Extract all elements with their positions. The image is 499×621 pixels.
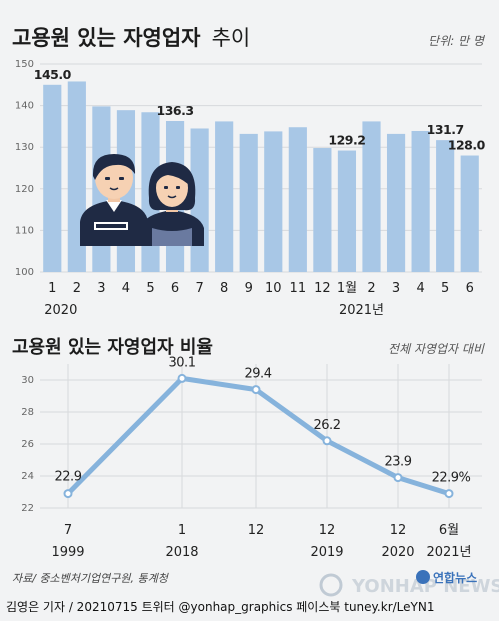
- line-point: [322, 436, 332, 446]
- two-workers-icon: [80, 154, 204, 246]
- footer-credit: 김영은 기자 / 20210715 트위터 @yonhap_graphics 페…: [6, 600, 434, 614]
- x-year-label: 2020: [44, 303, 77, 318]
- line-chart-points: [63, 373, 454, 499]
- line-chart-grid: [40, 364, 482, 509]
- x-tick-label: 6: [171, 281, 179, 296]
- x-tick-label: 1: [178, 523, 186, 538]
- bar: [43, 84, 62, 272]
- x-tick-label: 4: [122, 281, 130, 296]
- x-year-label: 2021년: [426, 545, 471, 560]
- bar: [239, 133, 258, 272]
- line-value-label: 26.2: [314, 418, 341, 433]
- y-tick-label: 30: [21, 375, 34, 386]
- yonhap-logo: YONHAP NEWS 연합뉴스: [319, 570, 499, 597]
- bar: [215, 121, 234, 273]
- line-point: [444, 489, 454, 499]
- line-value-label: 29.4: [245, 367, 272, 382]
- x-tick-label: 3: [97, 281, 105, 296]
- line-chart-value-labels: 22.9 30.1 29.4 26.2 23.9 22.9%: [55, 355, 472, 486]
- bar-chart-y-axis: 100 110 120 130 140 150: [15, 59, 34, 278]
- watermark-brand-en: YONHAP NEWS: [351, 576, 499, 597]
- line-value-label: 22.9: [55, 470, 82, 485]
- line-value-label: 30.1: [169, 355, 196, 370]
- line-point: [177, 373, 187, 383]
- bar-value-label: 136.3: [157, 103, 194, 118]
- x-tick-label: 7: [195, 281, 203, 296]
- y-tick-label: 110: [15, 225, 34, 236]
- x-tick-label: 12: [319, 523, 336, 538]
- bar: [288, 127, 307, 273]
- x-tick-label: 7: [64, 523, 72, 538]
- y-tick-label: 100: [15, 267, 34, 278]
- line-chart-x-axis: 7 1999 1 2018 12 12 2019 12 2020 6월 2021년: [51, 523, 471, 560]
- line-point: [63, 489, 73, 499]
- y-tick-label: 26: [21, 439, 34, 450]
- line-value-label: 23.9: [385, 455, 412, 470]
- bar: [460, 155, 479, 272]
- bar-value-label: 128.0: [448, 138, 486, 153]
- x-tick-label: 1월: [337, 281, 357, 296]
- x-tick-label: 12: [390, 523, 407, 538]
- x-tick-label: 9: [245, 281, 253, 296]
- watermark-brand-ko: 연합뉴스: [433, 570, 477, 585]
- x-year-label: 2019: [310, 545, 343, 560]
- bar: [436, 140, 455, 272]
- line-point: [251, 385, 261, 395]
- x-tick-label: 3: [392, 281, 400, 296]
- bar: [362, 121, 381, 273]
- source-note: 자료/ 중소벤처기업연구원, 통계청: [12, 572, 170, 585]
- x-tick-label: 2: [73, 281, 81, 296]
- y-tick-label: 28: [21, 407, 34, 418]
- x-tick-label: 1: [48, 281, 56, 296]
- bar: [264, 131, 283, 272]
- bar-value-label: 145.0: [34, 67, 72, 82]
- x-tick-label: 4: [416, 281, 424, 296]
- x-tick-label: 12: [314, 281, 331, 296]
- x-year-label: 1999: [51, 545, 84, 560]
- bar: [411, 130, 430, 272]
- x-year-label: 2020: [381, 545, 414, 560]
- line-chart-y-axis: 22 24 26 28 30: [21, 375, 34, 514]
- x-tick-label: 10: [265, 281, 282, 296]
- bar: [313, 148, 332, 272]
- x-tick-label: 6: [466, 281, 474, 296]
- line-point: [393, 473, 403, 483]
- bar-chart-title: 고용원 있는 자영업자: [12, 26, 201, 50]
- line-chart-subtitle: 전체 자영업자 대비: [388, 342, 485, 356]
- x-tick-label: 2: [367, 281, 375, 296]
- bar: [337, 150, 357, 272]
- y-tick-label: 130: [15, 142, 34, 153]
- y-tick-label: 150: [15, 59, 34, 70]
- x-tick-label: 6월: [439, 523, 459, 538]
- x-tick-label: 5: [441, 281, 449, 296]
- bar-chart-title-suffix: 추이: [212, 26, 251, 50]
- x-tick-label: 8: [220, 281, 228, 296]
- bar-value-label: 129.2: [328, 133, 365, 148]
- line-chart-series-line: [65, 375, 452, 497]
- x-tick-label: 5: [146, 281, 154, 296]
- y-tick-label: 24: [21, 471, 34, 482]
- line-value-label: 22.9%: [432, 471, 471, 486]
- svg-text:고용원 있는 자영업자 추이: 고용원 있는 자영업자 추이: [12, 26, 250, 50]
- x-tick-label: 11: [290, 281, 307, 296]
- y-tick-label: 140: [15, 101, 34, 112]
- bar-value-label: 131.7: [427, 122, 464, 137]
- y-tick-label: 22: [21, 503, 34, 514]
- line-chart-title: 고용원 있는 자영업자 비율: [12, 337, 213, 358]
- y-tick-label: 120: [15, 184, 34, 195]
- bar-chart-unit: 단위: 만 명: [428, 34, 486, 48]
- x-year-label: 2018: [165, 545, 198, 560]
- bar: [386, 133, 406, 272]
- x-tick-label: 12: [248, 523, 265, 538]
- x-year-label: 2021년: [339, 303, 384, 318]
